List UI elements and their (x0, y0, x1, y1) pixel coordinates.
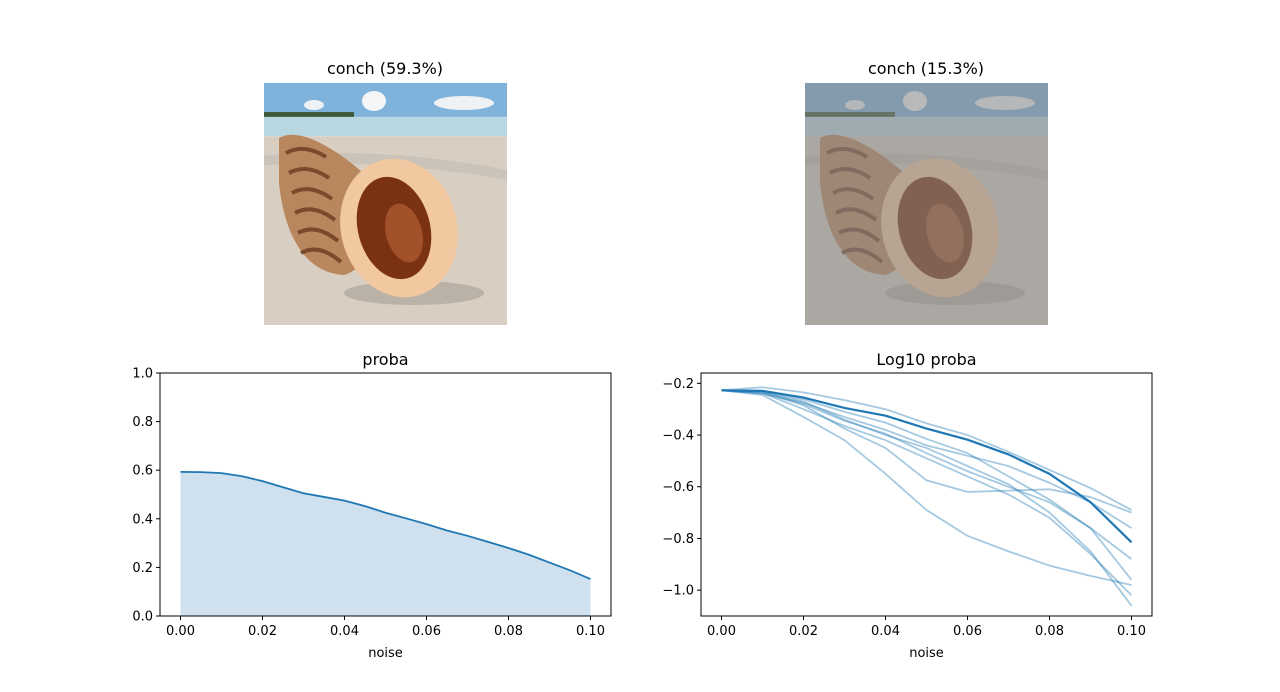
proba-chart: 0.00 0.02 0.04 0.06 0.08 0.10 0.0 0.2 0.4 0.6 0.8 1… (132, 350, 612, 661)
x-tick-label: 0.08 (494, 624, 523, 639)
image-title: conch (59.3%) (327, 59, 443, 78)
series-line-7 (721, 389, 1133, 581)
shell-inner-glow (384, 203, 424, 263)
series-line-6 (721, 389, 1133, 596)
y-tick-label: −0.4 (662, 429, 694, 444)
x-tick-label: 0.08 (1035, 624, 1064, 639)
chart-title: proba (362, 350, 408, 369)
shell-pattern (294, 207, 337, 222)
series-line-5 (721, 389, 1132, 529)
x-tick-label: 0.06 (953, 624, 982, 639)
x-tick-label: 0.04 (330, 624, 359, 639)
cloud (304, 100, 324, 110)
plot-area (180, 471, 591, 616)
cloud (434, 96, 494, 110)
series-line-4 (721, 389, 1133, 607)
y-tick-label: −1.0 (662, 584, 694, 599)
y-tick-label: −0.2 (662, 377, 694, 392)
series-line-3 (721, 389, 1132, 586)
series-line-2 (721, 389, 1132, 514)
x-tick-label: 0.00 (166, 624, 195, 639)
y-tick-label: 0.8 (132, 415, 153, 430)
y-tick-label: 1.0 (132, 367, 153, 382)
x-tick-label: 0.02 (789, 624, 818, 639)
noisy-image-title: conch (15.3%) (868, 59, 984, 78)
x-axis-label: noise (909, 646, 944, 661)
x-tick-label: 0.10 (576, 624, 605, 639)
x-axis-label: noise (368, 646, 403, 661)
shell-pattern (297, 227, 340, 243)
y-tick-label: 0.2 (132, 561, 153, 576)
tree-line (264, 112, 354, 119)
y-tick-label: 0.0 (132, 610, 153, 625)
x-tick-label: 0.10 (1117, 624, 1146, 639)
shell-pattern (291, 187, 334, 201)
series-line-1 (721, 386, 1132, 511)
y-tick-label: −0.6 (662, 480, 694, 495)
axes-frame (159, 372, 612, 617)
axes-frame (700, 372, 1153, 617)
x-tick-label: 0.06 (412, 624, 441, 639)
shell-pattern (300, 247, 343, 264)
proba-line (180, 471, 591, 580)
shell-pattern (288, 167, 331, 180)
cloud (362, 91, 386, 111)
proba-area (180, 471, 591, 616)
log10-proba-chart: 0.00 0.02 0.04 0.06 0.08 0.10 −1.0 −0.8 −0.6 −0.4… (662, 350, 1153, 661)
x-tick-label: 0.00 (707, 624, 736, 639)
y-tick-label: −0.8 (662, 532, 694, 547)
noisy-conch-image (805, 83, 1048, 325)
y-tick-label: 0.4 (132, 512, 153, 527)
series-line-8 (721, 389, 1133, 560)
shell-pattern (285, 146, 328, 159)
conch-image (264, 83, 507, 325)
plot-area (721, 386, 1133, 607)
y-tick-label: 0.6 (132, 464, 153, 479)
mean-line (721, 389, 1133, 544)
chart-title: Log10 proba (876, 350, 976, 369)
sea (264, 116, 507, 137)
noise-overlay (805, 83, 1048, 325)
x-tick-label: 0.04 (871, 624, 900, 639)
x-tick-label: 0.02 (248, 624, 277, 639)
